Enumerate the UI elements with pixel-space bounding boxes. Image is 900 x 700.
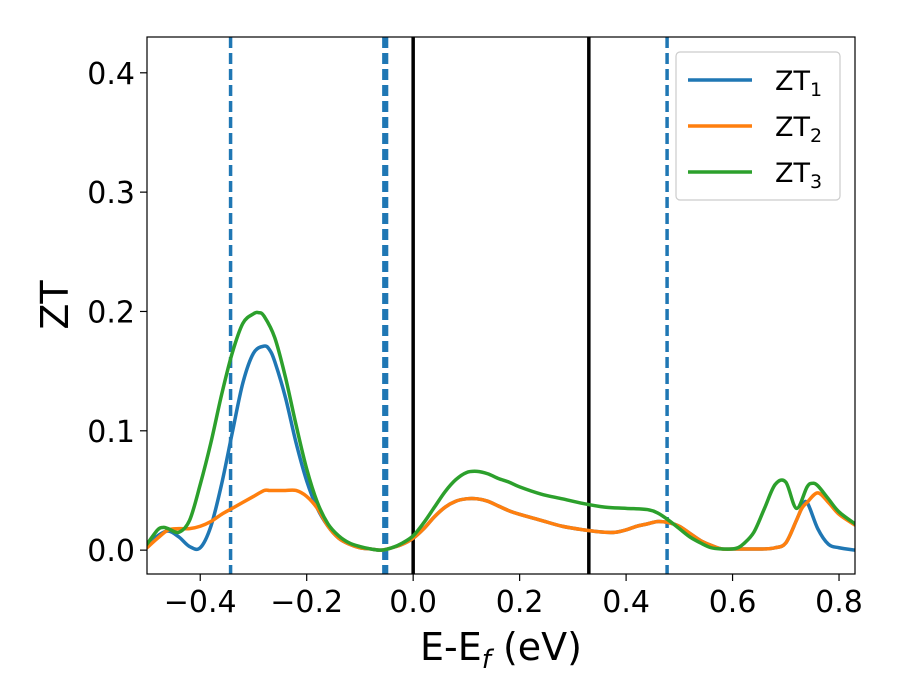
y-tick-label: 0.1 bbox=[87, 415, 135, 450]
legend-label-zt2: ZT2 bbox=[775, 112, 822, 147]
legend-box bbox=[675, 51, 841, 201]
y-axis-ticks: 0.0 0.1 0.2 0.3 0.4 bbox=[87, 57, 147, 569]
x-tick-label: 0.6 bbox=[709, 585, 757, 620]
series-line-zt1 bbox=[147, 344, 855, 552]
y-tick-label: 0.0 bbox=[87, 534, 135, 569]
y-axis-label: ZT bbox=[33, 280, 77, 330]
x-tick-label: 0.4 bbox=[602, 585, 650, 620]
y-tick-label: 0.3 bbox=[87, 176, 135, 211]
x-tick-label: 0.8 bbox=[815, 585, 863, 620]
x-tick-label: −0.2 bbox=[270, 585, 343, 620]
legend-label-zt3: ZT3 bbox=[775, 158, 822, 193]
x-axis-ticks: −0.4 −0.2 0.0 0.2 0.4 0.6 0.8 bbox=[164, 574, 863, 620]
y-tick-label: 0.4 bbox=[87, 57, 135, 92]
x-tick-label: 0.0 bbox=[389, 585, 437, 620]
x-tick-label: 0.2 bbox=[496, 585, 544, 620]
series-line-zt2 bbox=[147, 488, 855, 552]
reference-lines bbox=[228, 37, 669, 574]
series-line-zt3 bbox=[147, 310, 855, 552]
legend-label-zt1: ZT1 bbox=[775, 66, 822, 101]
plot-frame bbox=[146, 36, 856, 575]
legend: ZT1 ZT2 ZT3 bbox=[675, 51, 841, 201]
x-tick-label: −0.4 bbox=[164, 585, 237, 620]
y-tick-label: 0.2 bbox=[87, 295, 135, 330]
x-axis-label: E-Ef (eV) bbox=[420, 625, 582, 675]
series-lines bbox=[147, 310, 855, 552]
